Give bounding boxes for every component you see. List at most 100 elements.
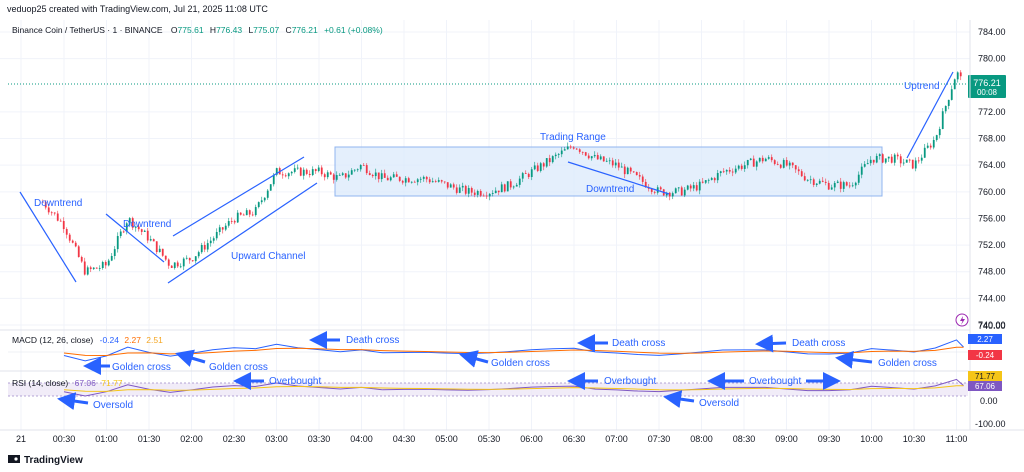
note-death-1: Death cross (346, 335, 399, 346)
candle (353, 169, 356, 173)
note-oversold-1: Oversold (93, 400, 133, 411)
candle (149, 235, 152, 242)
candle (596, 152, 599, 160)
candle (824, 178, 827, 186)
candle (311, 166, 314, 177)
time-tick-6: 03:00 (265, 434, 288, 444)
candle (683, 187, 686, 198)
time-tick-22: 11:00 (946, 434, 968, 444)
candle (329, 170, 332, 175)
candle (950, 85, 953, 101)
candle (917, 156, 920, 164)
candle (260, 196, 263, 205)
candle (701, 177, 704, 184)
candle (908, 158, 911, 163)
candle (215, 228, 218, 241)
candle (602, 156, 605, 162)
candle (551, 155, 554, 164)
candle (521, 171, 524, 183)
downtrend-line-3 (567, 161, 670, 195)
candle (941, 108, 944, 130)
time-tick-10: 05:00 (435, 434, 458, 444)
candle (368, 170, 371, 176)
candle (326, 170, 329, 180)
candle (599, 154, 602, 161)
candle (497, 190, 500, 196)
note-overbought-3: Overbought (749, 376, 801, 387)
signal-badge: -0.24 (976, 351, 995, 360)
candle (746, 159, 749, 169)
candle (191, 259, 194, 262)
candle (323, 172, 326, 181)
channel-lower-line (167, 182, 318, 284)
price-axis[interactable]: 784.00 780.00 772.00 768.00 764.00 760.00 756.… (978, 27, 1006, 330)
candle (476, 189, 479, 198)
candle (920, 154, 923, 164)
candle (593, 151, 596, 158)
candle (434, 179, 437, 183)
svg-text:MACD (12, 26, close) -0.: MACD (12, 26, close) -0.24 2.27 2.51 (12, 335, 163, 345)
candle (836, 179, 839, 184)
candle (641, 174, 644, 185)
macd-label: MACD (12, 26, close) (12, 335, 93, 345)
candle (560, 147, 563, 158)
candle (80, 255, 83, 263)
candle (530, 166, 533, 181)
time-tick-19: 09:30 (818, 434, 841, 444)
candle (854, 181, 857, 189)
candle (332, 172, 335, 184)
candle (143, 229, 146, 233)
time-tick-16: 08:00 (690, 434, 713, 444)
candle (479, 189, 482, 198)
candle (806, 179, 809, 182)
candle (392, 171, 395, 178)
candle (374, 168, 377, 180)
candle (431, 177, 434, 183)
time-tick-17: 08:30 (733, 434, 756, 444)
time-axis[interactable]: 21 00:30 01:00 01:30 02:00 02:30 03:00 03:30 04:… (16, 434, 967, 444)
alert-lightning-icon[interactable] (955, 313, 969, 327)
candle (263, 197, 266, 203)
candle (398, 176, 401, 183)
candle (473, 189, 476, 198)
candle (707, 178, 710, 184)
candle (86, 265, 89, 276)
svg-text:Binance Coin / TetherUS · 1 ·: Binance Coin / TetherUS · 1 · BINANCE O7… (12, 25, 383, 35)
candle (791, 162, 794, 169)
candle (674, 187, 677, 194)
candle (293, 164, 296, 174)
candle (719, 170, 722, 177)
candle (65, 227, 68, 239)
candle (425, 175, 428, 183)
candle (485, 191, 488, 199)
candle (395, 171, 398, 177)
candle (815, 183, 818, 187)
downtrend-line-1 (19, 191, 77, 283)
candle (155, 241, 158, 255)
annotation-uptrend: Uptrend (904, 81, 940, 92)
candle (839, 177, 842, 193)
candle (572, 146, 575, 150)
candle (221, 226, 224, 234)
candle (545, 158, 548, 168)
candle (140, 228, 143, 236)
candle (407, 176, 410, 183)
candle (830, 184, 833, 190)
candle (251, 211, 254, 217)
candle (488, 192, 491, 201)
candle (590, 155, 593, 161)
candle (821, 177, 824, 183)
price-tick-4: 764.00 (978, 160, 1006, 170)
time-tick-7: 03:30 (308, 434, 331, 444)
candle (749, 157, 752, 161)
candle (185, 255, 188, 260)
candle (632, 171, 635, 173)
time-tick-18: 09:00 (775, 434, 798, 444)
candle (302, 167, 305, 180)
candle (542, 162, 545, 171)
candle (152, 238, 155, 242)
candle (863, 161, 866, 168)
candle (419, 176, 422, 183)
candle (833, 180, 836, 192)
candle (536, 162, 539, 173)
